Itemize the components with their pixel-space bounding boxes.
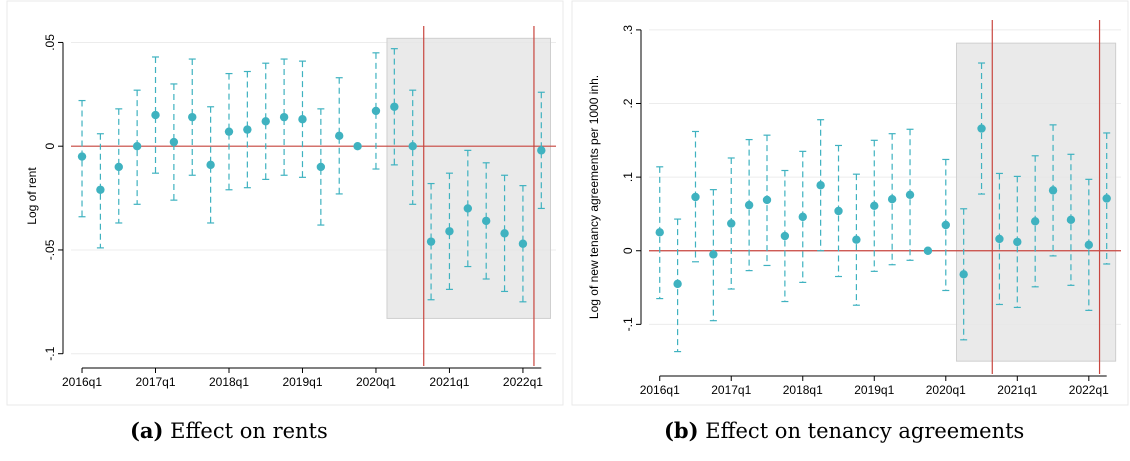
y-tick-label: -.1 xyxy=(621,317,635,331)
data-point xyxy=(261,117,270,126)
x-tick-label: 2022q1 xyxy=(503,375,543,389)
data-point xyxy=(1013,237,1022,247)
data-point xyxy=(798,212,807,222)
data-point xyxy=(816,181,825,190)
y-axis-title: Log of new tenancy agreements per 1000 i… xyxy=(587,75,601,319)
data-point xyxy=(96,185,105,194)
data-point xyxy=(744,200,754,210)
data-point xyxy=(188,112,197,122)
data-point xyxy=(1102,194,1111,203)
data-point xyxy=(1084,240,1094,250)
y-tick-label: -.05 xyxy=(43,239,57,260)
data-point xyxy=(445,227,454,236)
data-point xyxy=(390,102,399,111)
data-point xyxy=(500,229,509,238)
x-tick-label: 2017q1 xyxy=(135,375,175,389)
x-tick-label: 2020q1 xyxy=(356,375,396,389)
caption-tag: (b) xyxy=(664,418,699,443)
chart-tenancy-agreements: .3 .2 .1 0 -.1 Log of new tenancy agreements … xyxy=(571,0,1129,406)
data-point xyxy=(298,115,307,124)
data-point xyxy=(923,246,933,255)
data-point xyxy=(371,106,381,116)
data-point xyxy=(426,237,436,246)
caption-tag: (a) xyxy=(130,418,164,443)
data-point xyxy=(995,234,1004,244)
x-tick-label: 2022q1 xyxy=(1069,383,1109,397)
data-point xyxy=(408,142,417,151)
data-point xyxy=(977,124,986,133)
y-tick-label: 0 xyxy=(621,247,635,254)
data-point xyxy=(905,190,915,199)
chart-rents: .05 0 -.05 -.1 Log of rent 2016q1 2017q1 2018q1… xyxy=(6,0,564,406)
x-tick-label: 2019q1 xyxy=(854,383,894,397)
data-point xyxy=(206,160,215,170)
x-tick-label: 2016q1 xyxy=(640,383,680,397)
data-point xyxy=(1048,186,1058,195)
data-point xyxy=(655,228,664,237)
data-point xyxy=(481,216,491,226)
data-point xyxy=(518,239,528,248)
data-point xyxy=(1066,215,1076,225)
x-tick-label: 2018q1 xyxy=(783,383,823,397)
data-point xyxy=(673,279,682,289)
y-tick-label: .1 xyxy=(621,172,635,182)
data-point xyxy=(1030,217,1040,226)
data-point xyxy=(224,127,234,136)
data-point xyxy=(537,146,546,155)
data-point xyxy=(887,195,897,204)
data-point xyxy=(169,137,179,147)
data-point xyxy=(691,192,700,202)
x-tick-label: 2016q1 xyxy=(62,375,102,389)
data-point xyxy=(463,204,473,213)
data-point xyxy=(852,235,861,244)
data-point xyxy=(353,142,362,151)
y-tick-label: 0 xyxy=(43,143,57,150)
shaded-period xyxy=(956,42,1117,362)
chart-panel-tenancy: .3 .2 .1 0 -.1 Log of new tenancy agreements … xyxy=(571,0,1130,410)
x-tick-label: 2021q1 xyxy=(997,383,1037,397)
y-tick-label: .3 xyxy=(621,25,635,35)
data-point xyxy=(335,131,344,141)
y-tick-label: -.1 xyxy=(43,346,57,360)
caption-text: Effect on tenancy agreements xyxy=(705,419,1025,443)
data-point xyxy=(77,152,87,161)
caption-text: Effect on rents xyxy=(170,419,328,443)
data-point xyxy=(114,162,123,172)
y-axis-title: Log of rent xyxy=(25,167,39,225)
x-tick-label: 2021q1 xyxy=(429,375,469,389)
data-point xyxy=(316,162,326,172)
caption-tenancy: (b) Effect on tenancy agreements xyxy=(664,418,1024,443)
x-tick-label: 2020q1 xyxy=(926,383,966,397)
x-tick-label: 2018q1 xyxy=(209,375,249,389)
y-tick-label: .05 xyxy=(43,34,57,51)
data-point xyxy=(870,201,879,211)
data-point xyxy=(243,125,252,134)
data-point xyxy=(941,220,950,230)
y-tick-label: .2 xyxy=(621,98,635,108)
data-point xyxy=(834,206,843,216)
data-point xyxy=(279,112,289,122)
data-point xyxy=(727,219,736,228)
data-point xyxy=(762,195,772,205)
x-tick-label: 2019q1 xyxy=(282,375,322,389)
data-point xyxy=(959,270,968,279)
data-point xyxy=(780,231,790,241)
chart-panel-rents: .05 0 -.05 -.1 Log of rent 2016q1 2017q1 2018q1… xyxy=(0,0,567,410)
shaded-period xyxy=(386,37,551,319)
x-tick-label: 2017q1 xyxy=(711,383,751,397)
data-point xyxy=(709,250,718,259)
data-point xyxy=(132,142,142,151)
caption-rents: (a) Effect on rents xyxy=(130,418,328,443)
data-point xyxy=(151,110,160,120)
